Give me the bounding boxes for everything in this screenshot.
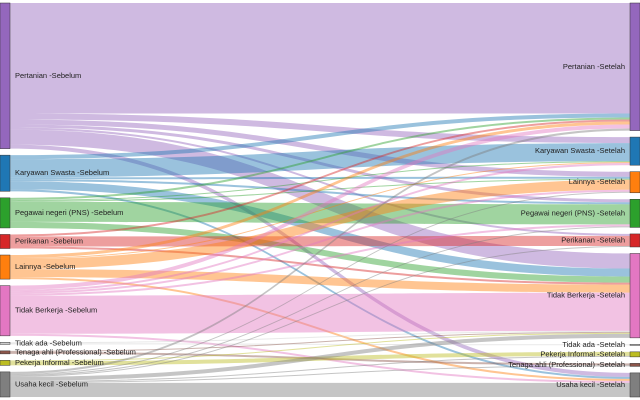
link [10, 292, 630, 334]
link [10, 246, 630, 285]
node-label: Usaha kecil -Sebelum [15, 379, 88, 388]
link [10, 277, 630, 381]
link [10, 226, 630, 376]
node-label: Pekerja Informal -Setelah [540, 349, 625, 358]
node [0, 371, 11, 398]
node [0, 234, 11, 249]
link [10, 129, 630, 269]
node [629, 233, 640, 248]
link [10, 181, 630, 277]
node-label: Tidak ada -Sebelum [15, 338, 82, 347]
link [10, 3, 630, 114]
link [10, 144, 630, 377]
links [10, 3, 630, 397]
node-label: Lainnya -Setelah [569, 177, 625, 186]
link [10, 113, 630, 160]
link [10, 351, 630, 366]
node-label: Tenaga ahli (Professional) -Setelah [508, 360, 625, 369]
link [10, 128, 630, 374]
link [10, 201, 630, 225]
link [10, 382, 630, 397]
link [10, 119, 630, 237]
node [0, 254, 11, 280]
link [10, 113, 630, 144]
link [10, 119, 630, 177]
node [0, 350, 11, 355]
link [10, 161, 630, 201]
node-label: Pegawai negeri (PNS) -Sebelum [15, 208, 123, 217]
link [10, 189, 630, 379]
link [10, 179, 630, 270]
link [10, 121, 630, 259]
link [10, 343, 630, 346]
link [10, 124, 630, 203]
link [10, 235, 630, 247]
link [10, 331, 630, 352]
link [10, 143, 630, 178]
link [10, 224, 630, 296]
link [10, 163, 630, 292]
node [629, 171, 640, 194]
link [10, 333, 630, 381]
node-label: Tidak ada -Setelah [562, 340, 625, 349]
link [10, 351, 630, 366]
link [10, 179, 630, 205]
node [629, 363, 640, 367]
link [10, 365, 630, 383]
node-label: Pertanian -Sebelum [15, 71, 81, 80]
link [10, 178, 630, 202]
node [0, 197, 11, 229]
link [10, 245, 630, 377]
node-label: Tidak Berkerja -Setelah [547, 291, 625, 300]
link [10, 189, 630, 294]
link [10, 191, 630, 375]
link [10, 127, 630, 236]
link [10, 332, 630, 362]
node-label: Tenaga ahli (Professional) -Sebelum [15, 347, 136, 356]
link [10, 162, 630, 260]
node-label: Lainnya -Sebelum [15, 262, 75, 271]
node-label: Tidak Berkerja -Sebelum [15, 306, 97, 315]
node [629, 199, 640, 228]
link [10, 221, 630, 283]
node-label: Perikanan -Sebelum [15, 236, 83, 245]
node-label: Pertanian -Setelah [563, 62, 625, 71]
node [629, 136, 640, 166]
node [629, 253, 640, 339]
node-label: Karyawan Swasta -Setelah [535, 146, 625, 155]
node [0, 2, 11, 149]
node-label: Karyawan Swasta -Sebelum [15, 168, 109, 177]
node [0, 360, 11, 366]
node-label: Pegawai negeri (PNS) -Setelah [521, 208, 625, 217]
link [10, 330, 630, 344]
link [10, 269, 630, 293]
node-label: Pekerja Informal -Sebelum [15, 358, 104, 367]
node [629, 372, 640, 398]
node [0, 285, 11, 337]
node-label: Perikanan -Setelah [561, 235, 625, 244]
link [10, 333, 630, 383]
node-label: Usaha kecil -Setelah [556, 380, 625, 389]
link [10, 124, 630, 290]
link [10, 117, 630, 200]
node [629, 344, 640, 346]
link [10, 176, 630, 180]
link [10, 355, 630, 382]
node [0, 154, 11, 192]
node [629, 2, 640, 131]
node [0, 342, 11, 345]
node [629, 351, 640, 358]
